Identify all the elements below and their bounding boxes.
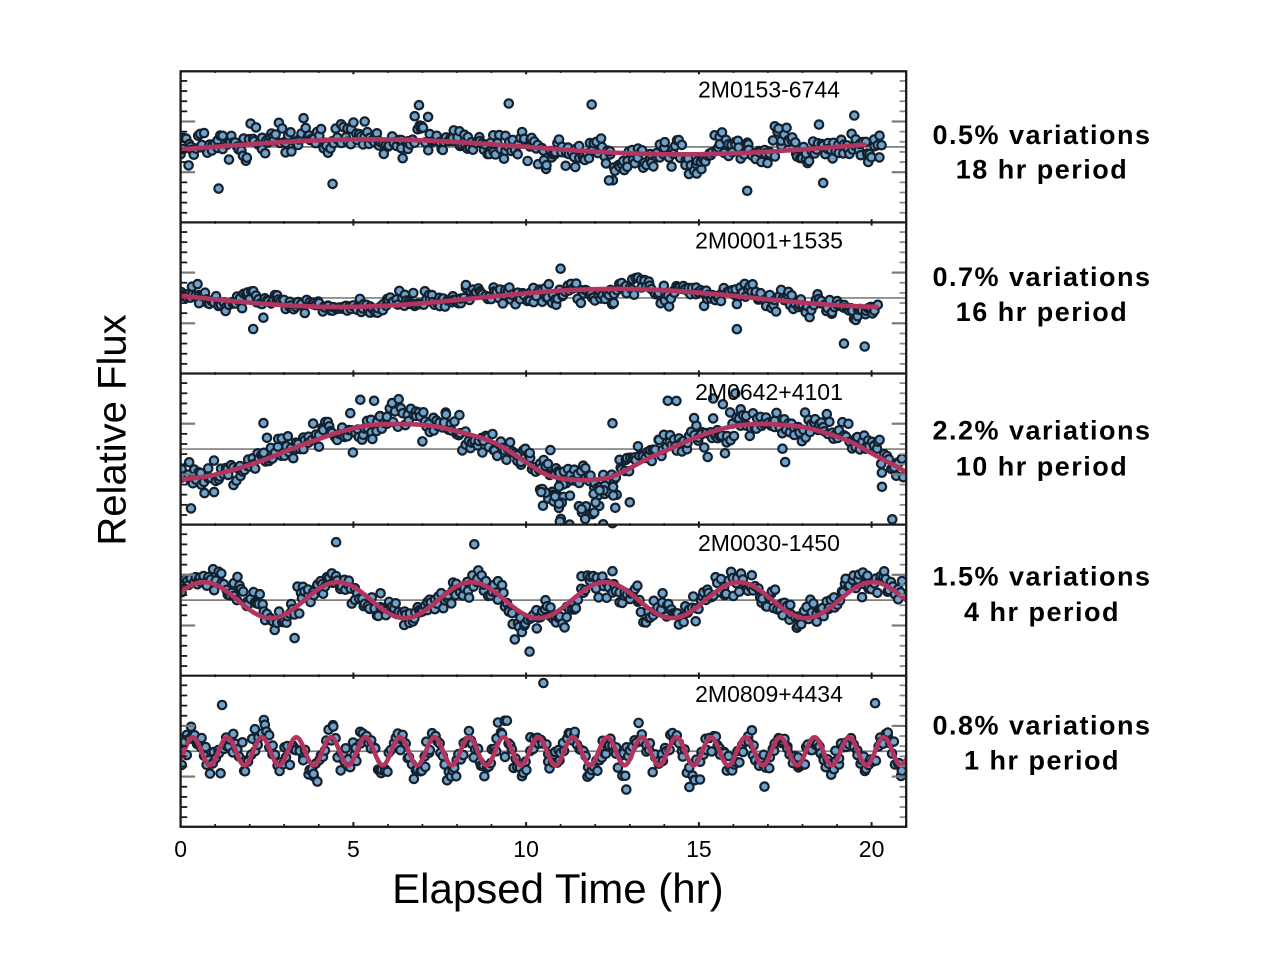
svg-text:2M0030-1450: 2M0030-1450: [698, 530, 840, 556]
svg-text:Elapsed Time (hr): Elapsed Time (hr): [392, 865, 723, 912]
svg-text:20: 20: [859, 836, 885, 862]
svg-text:15: 15: [686, 836, 712, 862]
svg-text:16 hr period: 16 hr period: [956, 297, 1129, 327]
svg-text:1 hr period: 1 hr period: [964, 745, 1120, 775]
svg-text:2M0642+4101: 2M0642+4101: [695, 379, 843, 405]
svg-text:2.2% variations: 2.2% variations: [932, 416, 1151, 446]
svg-text:10: 10: [513, 836, 539, 862]
svg-text:Relative Flux: Relative Flux: [91, 314, 135, 545]
svg-text:0.8% variations: 0.8% variations: [932, 711, 1151, 741]
svg-text:2M0001+1535: 2M0001+1535: [695, 228, 843, 254]
svg-text:0.7% variations: 0.7% variations: [932, 262, 1151, 292]
svg-text:4 hr period: 4 hr period: [964, 597, 1120, 627]
svg-text:0.5% variations: 0.5% variations: [932, 120, 1151, 150]
svg-text:10 hr period: 10 hr period: [956, 451, 1129, 481]
svg-text:18 hr period: 18 hr period: [956, 155, 1129, 185]
svg-text:2M0809+4434: 2M0809+4434: [695, 681, 843, 707]
svg-text:1.5% variations: 1.5% variations: [932, 562, 1151, 592]
svg-text:2M0153-6744: 2M0153-6744: [698, 77, 840, 103]
svg-text:5: 5: [347, 836, 360, 862]
svg-text:0: 0: [174, 836, 187, 862]
